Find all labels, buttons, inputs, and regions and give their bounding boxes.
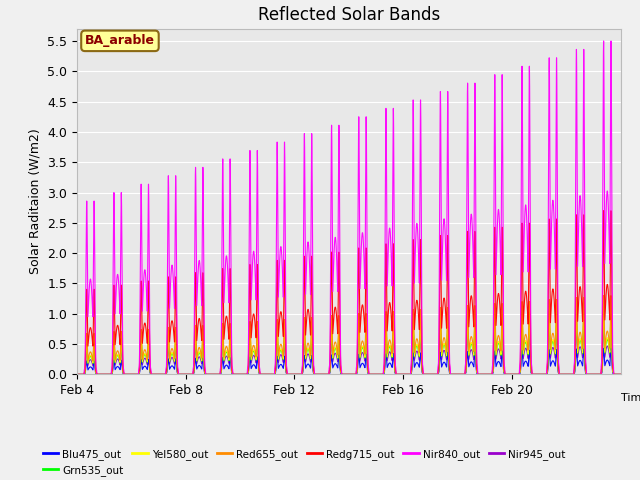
Y-axis label: Solar Raditaion (W/m2): Solar Raditaion (W/m2) (29, 129, 42, 275)
Text: BA_arable: BA_arable (85, 35, 155, 48)
Title: Reflected Solar Bands: Reflected Solar Bands (258, 6, 440, 24)
Text: Time: Time (621, 394, 640, 403)
Legend: Blu475_out, Grn535_out, Yel580_out, Red655_out, Redg715_out, Nir840_out, Nir945_: Blu475_out, Grn535_out, Yel580_out, Red6… (38, 444, 570, 480)
